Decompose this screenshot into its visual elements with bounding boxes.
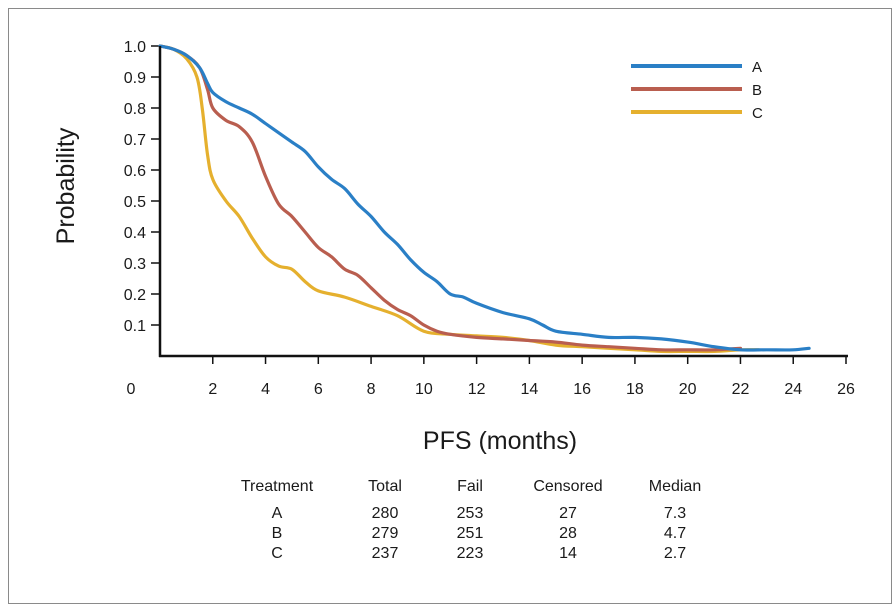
y-axis-ticks: 0.1 0.2 0.3 0.4 0.5 0.6 0.7 0.8 0.9 1.0 bbox=[124, 39, 160, 335]
y-tick-label: 0.9 bbox=[124, 70, 146, 87]
survival-curves bbox=[158, 44, 811, 354]
y-axis-title: Probability bbox=[52, 127, 80, 244]
summary-cell-fail: 223 bbox=[456, 545, 484, 562]
summary-cell-treatment: C bbox=[271, 545, 283, 562]
y-tick-label: 1.0 bbox=[124, 39, 146, 56]
y-tick-label: 0.5 bbox=[124, 194, 146, 211]
summary-cell-total: 237 bbox=[371, 545, 399, 562]
x-axis-ticks: 0 2 4 6 8 10 12 14 16 18 20 22 24 26 bbox=[127, 356, 855, 398]
summary-cell-total: 279 bbox=[371, 525, 399, 542]
summary-header-total: Total bbox=[368, 478, 402, 495]
curve-series-b bbox=[158, 44, 743, 352]
curve-series-c bbox=[158, 44, 761, 354]
x-tick-label: 0 bbox=[127, 381, 136, 398]
x-tick-label: 20 bbox=[679, 381, 697, 398]
summary-table: Treatment Total Fail Censored Median A 280 253… bbox=[215, 478, 723, 564]
x-tick-label: 22 bbox=[732, 381, 750, 398]
y-tick-label: 0.8 bbox=[124, 101, 146, 118]
x-tick-label: 6 bbox=[314, 381, 323, 398]
legend: ABC bbox=[631, 59, 763, 122]
x-axis-title: PFS (months) bbox=[423, 427, 577, 455]
x-tick-label: 26 bbox=[837, 381, 855, 398]
summary-row: C 237 223 14 2.7 bbox=[215, 544, 723, 564]
summary-header-row: Treatment Total Fail Censored Median bbox=[215, 478, 723, 504]
x-tick-label: 24 bbox=[784, 381, 802, 398]
y-tick-label: 0.3 bbox=[124, 256, 146, 273]
summary-cell-median: 7.3 bbox=[663, 505, 687, 522]
summary-cell-censored: 14 bbox=[559, 545, 577, 562]
y-tick-label: 0.2 bbox=[124, 287, 146, 304]
x-tick-label: 18 bbox=[626, 381, 644, 398]
summary-cell-total: 280 bbox=[371, 505, 399, 522]
x-tick-label: 8 bbox=[367, 381, 376, 398]
summary-cell-fail: 251 bbox=[456, 525, 484, 542]
summary-cell-fail: 253 bbox=[456, 505, 484, 522]
x-tick-label: 14 bbox=[520, 381, 538, 398]
summary-cell-treatment: A bbox=[271, 505, 283, 522]
axes bbox=[158, 46, 848, 358]
y-tick-label: 0.4 bbox=[124, 225, 146, 242]
summary-cell-median: 4.7 bbox=[663, 525, 687, 542]
y-tick-label: 0.7 bbox=[124, 132, 146, 149]
summary-header-treatment: Treatment bbox=[240, 478, 314, 495]
summary-row: A 280 253 27 7.3 bbox=[215, 504, 723, 524]
legend-label-a: A bbox=[752, 59, 762, 76]
summary-cell-median: 2.7 bbox=[663, 545, 687, 562]
summary-row: B 279 251 28 4.7 bbox=[215, 524, 723, 544]
summary-header-fail: Fail bbox=[457, 478, 483, 495]
summary-header-censored: Censored bbox=[533, 478, 603, 495]
x-tick-label: 10 bbox=[415, 381, 433, 398]
y-tick-label: 0.6 bbox=[124, 163, 146, 180]
x-tick-label: 12 bbox=[468, 381, 486, 398]
x-tick-label: 4 bbox=[261, 381, 270, 398]
summary-header-median: Median bbox=[648, 478, 702, 495]
summary-cell-censored: 27 bbox=[559, 505, 577, 522]
curve-series-a bbox=[158, 44, 811, 352]
x-tick-label: 16 bbox=[573, 381, 591, 398]
legend-label-c: C bbox=[752, 105, 763, 122]
summary-cell-treatment: B bbox=[271, 525, 283, 542]
legend-label-b: B bbox=[752, 82, 762, 99]
x-tick-label: 2 bbox=[208, 381, 217, 398]
y-tick-label: 0.1 bbox=[124, 318, 146, 335]
summary-cell-censored: 28 bbox=[559, 525, 577, 542]
